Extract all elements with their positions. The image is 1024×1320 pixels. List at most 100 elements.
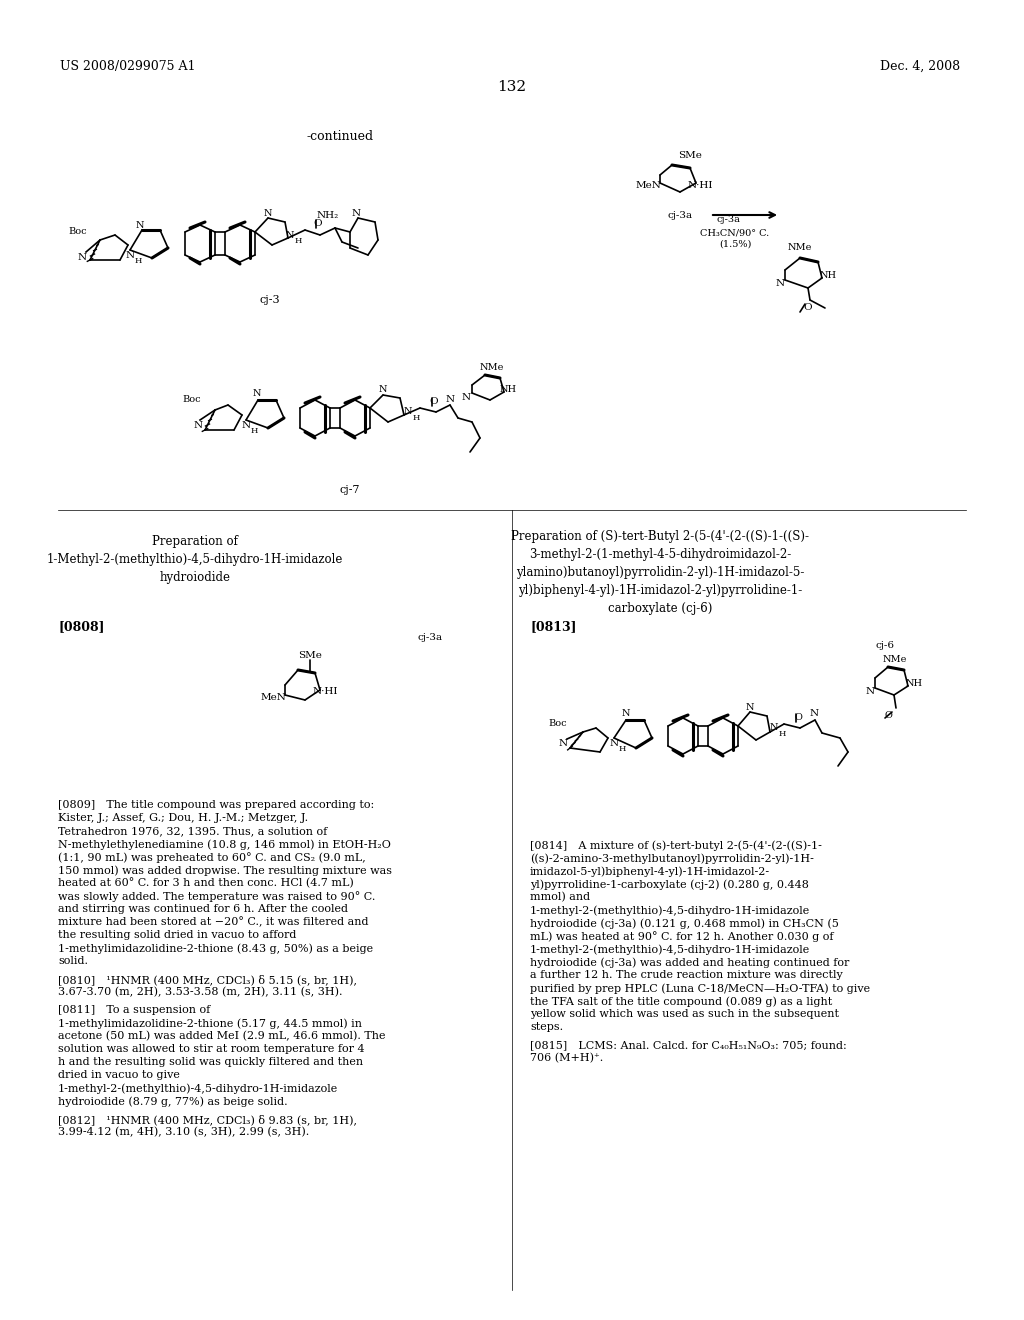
Text: (1.5%): (1.5%) xyxy=(719,239,752,248)
Text: N: N xyxy=(264,209,272,218)
Text: NMe: NMe xyxy=(787,243,812,252)
Text: Boc: Boc xyxy=(69,227,87,236)
Text: NMe: NMe xyxy=(883,656,907,664)
Text: SMe: SMe xyxy=(298,651,322,660)
Text: NH: NH xyxy=(905,678,923,688)
Text: (1:1, 90 mL) was preheated to 60° C. and CS₂ (9.0 mL,: (1:1, 90 mL) was preheated to 60° C. and… xyxy=(58,851,366,863)
Text: O: O xyxy=(804,304,812,313)
Text: H: H xyxy=(294,238,302,246)
Text: purified by prep HPLC (Luna C-18/MeCN—H₂O-TFA) to give: purified by prep HPLC (Luna C-18/MeCN—H₂… xyxy=(530,983,870,994)
Text: mL) was heated at 90° C. for 12 h. Another 0.030 g of: mL) was heated at 90° C. for 12 h. Anoth… xyxy=(530,931,834,942)
Text: Preparation of
1-Methyl-2-(methylthio)-4,5-dihydro-1H-imidazole
hydroiodide: Preparation of 1-Methyl-2-(methylthio)-4… xyxy=(47,535,343,583)
Text: N: N xyxy=(558,739,567,748)
Text: heated at 60° C. for 3 h and then conc. HCl (4.7 mL): heated at 60° C. for 3 h and then conc. … xyxy=(58,878,353,888)
Text: mixture had been stored at −20° C., it was filtered and: mixture had been stored at −20° C., it w… xyxy=(58,917,369,928)
Text: 1-methyl-2-(methylthio)-4,5-dihydro-1H-imidazole: 1-methyl-2-(methylthio)-4,5-dihydro-1H-i… xyxy=(58,1082,338,1093)
Text: a further 12 h. The crude reaction mixture was directly: a further 12 h. The crude reaction mixtu… xyxy=(530,970,843,979)
Text: H: H xyxy=(413,414,420,422)
Text: cj-3: cj-3 xyxy=(260,294,281,305)
Text: CH₃CN/90° C.: CH₃CN/90° C. xyxy=(700,228,770,238)
Text: Tetrahedron 1976, 32, 1395. Thus, a solution of: Tetrahedron 1976, 32, 1395. Thus, a solu… xyxy=(58,826,328,836)
Text: 1-methylimidazolidine-2-thione (8.43 g, 50%) as a beige: 1-methylimidazolidine-2-thione (8.43 g, … xyxy=(58,942,373,953)
Text: 3.99-4.12 (m, 4H), 3.10 (s, 3H), 2.99 (s, 3H).: 3.99-4.12 (m, 4H), 3.10 (s, 3H), 2.99 (s… xyxy=(58,1127,309,1138)
Text: N·HI: N·HI xyxy=(687,181,713,190)
Text: H: H xyxy=(250,426,258,436)
Text: [0810] ¹HNMR (400 MHz, CDCl₃) δ 5.15 (s, br, 1H),: [0810] ¹HNMR (400 MHz, CDCl₃) δ 5.15 (s,… xyxy=(58,974,357,985)
Text: N: N xyxy=(253,389,261,399)
Text: and stirring was continued for 6 h. After the cooled: and stirring was continued for 6 h. Afte… xyxy=(58,904,348,913)
Text: solution was allowed to stir at room temperature for 4: solution was allowed to stir at room tem… xyxy=(58,1044,365,1053)
Text: Preparation of (S)-tert-Butyl 2-(5-(4'-(2-((S)-1-((S)-
3-methyl-2-(1-methyl-4-5-: Preparation of (S)-tert-Butyl 2-(5-(4'-(… xyxy=(511,531,809,615)
Text: 1-methylimidazolidine-2-thione (5.17 g, 44.5 mmol) in: 1-methylimidazolidine-2-thione (5.17 g, … xyxy=(58,1018,362,1028)
Text: 1-methyl-2-(methylthio)-4,5-dihydro-1H-imidazole: 1-methyl-2-(methylthio)-4,5-dihydro-1H-i… xyxy=(530,906,810,916)
Text: N: N xyxy=(194,421,203,430)
Text: N·HI: N·HI xyxy=(312,688,338,697)
Text: 1-methyl-2-(methylthio)-4,5-dihydro-1H-imidazole: 1-methyl-2-(methylthio)-4,5-dihydro-1H-i… xyxy=(530,944,810,954)
Text: H: H xyxy=(134,257,141,265)
Text: N: N xyxy=(78,252,87,261)
Text: NH: NH xyxy=(500,385,516,395)
Text: MeN: MeN xyxy=(635,181,660,190)
Text: N: N xyxy=(622,710,630,718)
Text: [0813]: [0813] xyxy=(530,620,577,634)
Text: yl)pyrrolidine-1-carboxylate (cj-2) (0.280 g, 0.448: yl)pyrrolidine-1-carboxylate (cj-2) (0.2… xyxy=(530,879,809,890)
Text: O: O xyxy=(884,711,892,721)
Text: hydroiodide (cj-3a) (0.121 g, 0.468 mmol) in CH₃CN (5: hydroiodide (cj-3a) (0.121 g, 0.468 mmol… xyxy=(530,917,839,928)
Text: the resulting solid dried in vacuo to afford: the resulting solid dried in vacuo to af… xyxy=(58,931,296,940)
Text: N: N xyxy=(125,251,134,260)
Text: hydroiodide (8.79 g, 77%) as beige solid.: hydroiodide (8.79 g, 77%) as beige solid… xyxy=(58,1096,288,1106)
Text: N: N xyxy=(136,220,144,230)
Text: N: N xyxy=(445,396,455,404)
Text: cj-6: cj-6 xyxy=(876,640,895,649)
Text: US 2008/0299075 A1: US 2008/0299075 A1 xyxy=(60,59,196,73)
Text: N: N xyxy=(242,421,251,429)
Text: Boc: Boc xyxy=(182,396,202,404)
Text: N: N xyxy=(462,392,471,401)
Text: solid.: solid. xyxy=(58,956,88,966)
Text: MeN: MeN xyxy=(260,693,286,701)
Text: 706 (M+H)⁺.: 706 (M+H)⁺. xyxy=(530,1053,603,1064)
Text: cj-3a: cj-3a xyxy=(418,634,442,643)
Text: NH: NH xyxy=(819,271,837,280)
Text: N: N xyxy=(865,688,874,697)
Text: NH₂: NH₂ xyxy=(316,210,339,219)
Text: cj-7: cj-7 xyxy=(340,484,360,495)
Text: mmol) and: mmol) and xyxy=(530,892,590,903)
Text: SMe: SMe xyxy=(678,150,701,160)
Text: imidazol-5-yl)biphenyl-4-yl)-1H-imidazol-2-: imidazol-5-yl)biphenyl-4-yl)-1H-imidazol… xyxy=(530,866,770,876)
Text: N: N xyxy=(379,385,387,395)
Text: Dec. 4, 2008: Dec. 4, 2008 xyxy=(880,59,961,73)
Text: H: H xyxy=(618,744,626,752)
Text: NMe: NMe xyxy=(480,363,504,372)
Text: N: N xyxy=(351,210,360,219)
Text: N: N xyxy=(745,702,755,711)
Text: N: N xyxy=(609,738,618,747)
Text: h and the resulting solid was quickly filtered and then: h and the resulting solid was quickly fi… xyxy=(58,1057,364,1067)
Text: the TFA salt of the title compound (0.089 g) as a light: the TFA salt of the title compound (0.08… xyxy=(530,997,833,1007)
Text: cj-3a: cj-3a xyxy=(668,210,692,219)
Text: O: O xyxy=(430,397,438,407)
Text: 3.67-3.70 (m, 2H), 3.53-3.58 (m, 2H), 3.11 (s, 3H).: 3.67-3.70 (m, 2H), 3.53-3.58 (m, 2H), 3.… xyxy=(58,987,342,998)
Text: cj-3a: cj-3a xyxy=(716,215,740,224)
Text: H: H xyxy=(778,730,785,738)
Text: Boc: Boc xyxy=(549,719,567,729)
Text: [0809] The title compound was prepared according to:: [0809] The title compound was prepared a… xyxy=(58,800,374,810)
Text: N: N xyxy=(809,710,818,718)
Text: N: N xyxy=(770,723,778,733)
Text: Kister, J.; Assef, G.; Dou, H. J.-M.; Metzger, J.: Kister, J.; Assef, G.; Dou, H. J.-M.; Me… xyxy=(58,813,308,822)
Text: dried in vacuo to give: dried in vacuo to give xyxy=(58,1071,180,1080)
Text: yellow solid which was used as such in the subsequent: yellow solid which was used as such in t… xyxy=(530,1008,839,1019)
Text: [0814] A mixture of (s)-tert-butyl 2-(5-(4'-(2-((S)-1-: [0814] A mixture of (s)-tert-butyl 2-(5-… xyxy=(530,840,822,850)
Text: was slowly added. The temperature was raised to 90° C.: was slowly added. The temperature was ra… xyxy=(58,891,376,902)
Text: [0811] To a suspension of: [0811] To a suspension of xyxy=(58,1005,210,1015)
Text: 132: 132 xyxy=(498,81,526,94)
Text: -continued: -continued xyxy=(306,129,374,143)
Text: N-methylethylenediamine (10.8 g, 146 mmol) in EtOH-H₂O: N-methylethylenediamine (10.8 g, 146 mmo… xyxy=(58,840,391,850)
Text: N: N xyxy=(286,231,294,239)
Text: ((s)-2-amino-3-methylbutanoyl)pyrrolidin-2-yl)-1H-: ((s)-2-amino-3-methylbutanoyl)pyrrolidin… xyxy=(530,853,814,863)
Text: [0808]: [0808] xyxy=(58,620,104,634)
Text: N: N xyxy=(775,279,784,288)
Text: O: O xyxy=(794,714,802,722)
Text: acetone (50 mL) was added MeI (2.9 mL, 46.6 mmol). The: acetone (50 mL) was added MeI (2.9 mL, 4… xyxy=(58,1031,385,1041)
Text: O: O xyxy=(313,219,323,228)
